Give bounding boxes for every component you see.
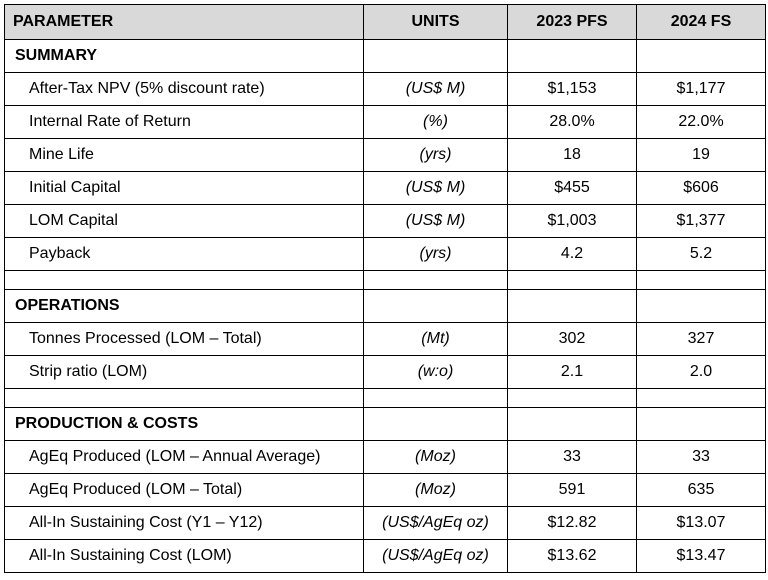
empty-cell — [636, 289, 766, 323]
table-row: Tonnes Processed (LOM – Total) (Mt) 302 327 — [4, 322, 766, 356]
table-body: SUMMARY After-Tax NPV (5% discount rate)(… — [4, 39, 766, 573]
value-2024-cell: $1,377 — [636, 204, 766, 238]
units-cell: (US$ M) — [363, 204, 508, 238]
section-header-operations: OPERATIONS — [4, 289, 766, 323]
value-2024-cell: 22.0% — [636, 105, 766, 139]
table-row: All-In Sustaining Cost (Y1 – Y12) (US$/Ag… — [4, 506, 766, 540]
value-2023-cell: $455 — [507, 171, 637, 205]
empty-cell — [636, 39, 766, 73]
value-2024-cell: 327 — [636, 322, 766, 356]
comparison-table: PARAMETER UNITS 2023 PFS 2024 FS SUMMARY… — [4, 4, 766, 573]
value-2023-cell: $13.62 — [507, 539, 637, 573]
parameter-cell: Tonnes Processed (LOM – Total) — [4, 322, 364, 356]
table-row: All-In Sustaining Cost (LOM) (US$/AgEq oz… — [4, 539, 766, 573]
empty-cell — [507, 39, 637, 73]
value-2023-cell: 4.2 — [507, 237, 637, 271]
empty-cell — [507, 388, 637, 408]
parameter-cell: All-In Sustaining Cost (Y1 – Y12) — [4, 506, 364, 540]
header-parameter: PARAMETER — [4, 4, 364, 40]
section-header-production: PRODUCTION & COSTS — [4, 407, 766, 441]
empty-cell — [363, 270, 508, 290]
value-2023-cell: 28.0% — [507, 105, 637, 139]
parameter-cell: AgEq Produced (LOM – Total) — [4, 473, 364, 507]
value-2023-cell: 33 — [507, 440, 637, 474]
empty-cell — [4, 270, 364, 290]
value-2024-cell: 19 — [636, 138, 766, 172]
table-row: Initial Capital (US$ M) $455 $606 — [4, 171, 766, 205]
value-2024-cell: $13.07 — [636, 506, 766, 540]
parameter-cell: Strip ratio (LOM) — [4, 355, 364, 389]
parameter-cell: Initial Capital — [4, 171, 364, 205]
section-title: PRODUCTION & COSTS — [4, 407, 364, 441]
value-2023-cell: 302 — [507, 322, 637, 356]
units-cell: (Moz) — [363, 473, 508, 507]
header-2024-fs: 2024 FS — [636, 4, 766, 40]
table-row: AgEq Produced (LOM – Total) (Moz) 591 635 — [4, 473, 766, 507]
value-2024-cell: 33 — [636, 440, 766, 474]
empty-cell — [363, 388, 508, 408]
table-row: Mine Life (yrs) 18 19 — [4, 138, 766, 172]
parameter-cell: Payback — [4, 237, 364, 271]
table-row: Payback (yrs) 4.2 5.2 — [4, 237, 766, 271]
value-2023-cell: 18 — [507, 138, 637, 172]
parameter-cell: Internal Rate of Return — [4, 105, 364, 139]
units-cell: (US$ M) — [363, 72, 508, 106]
table-row: LOM Capital (US$ M) $1,003 $1,377 — [4, 204, 766, 238]
units-cell: (US$ M) — [363, 171, 508, 205]
value-2024-cell: $13.47 — [636, 539, 766, 573]
empty-cell — [507, 270, 637, 290]
units-cell: (Moz) — [363, 440, 508, 474]
table-row: Internal Rate of Return (%) 28.0% 22.0% — [4, 105, 766, 139]
units-cell: (w:o) — [363, 355, 508, 389]
value-2023-cell: $12.82 — [507, 506, 637, 540]
units-cell: (yrs) — [363, 237, 508, 271]
empty-cell — [636, 407, 766, 441]
table-row: After-Tax NPV (5% discount rate) (US$ M) $… — [4, 72, 766, 106]
value-2023-cell: $1,153 — [507, 72, 637, 106]
section-header-summary: SUMMARY — [4, 39, 766, 73]
section-title: OPERATIONS — [4, 289, 364, 323]
empty-cell — [507, 407, 637, 441]
units-cell: (Mt) — [363, 322, 508, 356]
value-2024-cell: 2.0 — [636, 355, 766, 389]
parameter-cell: AgEq Produced (LOM – Annual Average) — [4, 440, 364, 474]
spacer-row — [4, 270, 766, 290]
units-cell: (US$/AgEq oz) — [363, 539, 508, 573]
empty-cell — [363, 407, 508, 441]
parameter-cell: After-Tax NPV (5% discount rate) — [4, 72, 364, 106]
value-2024-cell: 5.2 — [636, 237, 766, 271]
value-2024-cell: 635 — [636, 473, 766, 507]
header-2023-pfs: 2023 PFS — [507, 4, 637, 40]
empty-cell — [636, 270, 766, 290]
units-cell: (US$/AgEq oz) — [363, 506, 508, 540]
empty-cell — [507, 289, 637, 323]
header-row: PARAMETER UNITS 2023 PFS 2024 FS — [4, 4, 766, 40]
empty-cell — [4, 388, 364, 408]
table-row: Strip ratio (LOM) (w:o) 2.1 2.0 — [4, 355, 766, 389]
section-title: SUMMARY — [4, 39, 364, 73]
header-units: UNITS — [363, 4, 508, 40]
parameter-cell: LOM Capital — [4, 204, 364, 238]
empty-cell — [363, 289, 508, 323]
table-row: AgEq Produced (LOM – Annual Average) (Moz… — [4, 440, 766, 474]
parameter-cell: Mine Life — [4, 138, 364, 172]
empty-cell — [363, 39, 508, 73]
value-2023-cell: 591 — [507, 473, 637, 507]
units-cell: (yrs) — [363, 138, 508, 172]
value-2024-cell: $1,177 — [636, 72, 766, 106]
units-cell: (%) — [363, 105, 508, 139]
empty-cell — [636, 388, 766, 408]
value-2023-cell: 2.1 — [507, 355, 637, 389]
value-2024-cell: $606 — [636, 171, 766, 205]
value-2023-cell: $1,003 — [507, 204, 637, 238]
spacer-row — [4, 388, 766, 408]
parameter-cell: All-In Sustaining Cost (LOM) — [4, 539, 364, 573]
